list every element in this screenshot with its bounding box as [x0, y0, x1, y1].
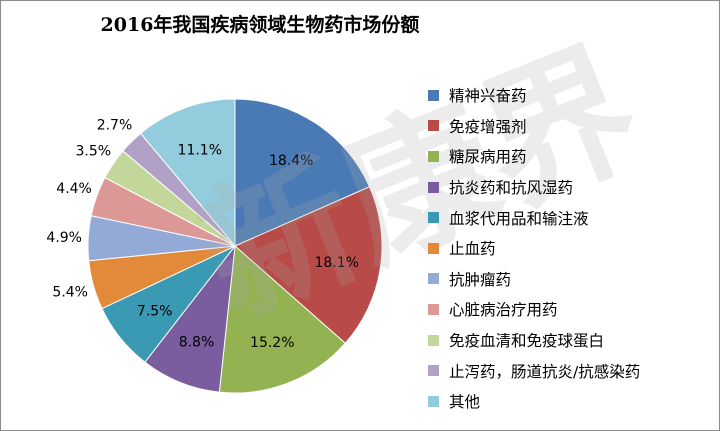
data-label: 3.5%: [76, 143, 112, 159]
legend-item: 免疫增强剂: [428, 111, 640, 142]
legend-label: 抗肿瘤药: [449, 270, 512, 289]
pie-slice: [218, 244, 346, 394]
legend-item: 止血药: [428, 233, 640, 264]
legend-label: 心脏病治疗用药: [449, 301, 558, 320]
legend-label: 其他: [449, 393, 481, 412]
legend-label: 抗炎药和抗风湿药: [449, 179, 574, 198]
data-label: 4.9%: [46, 230, 82, 246]
legend-swatch: [428, 303, 439, 315]
pie-slice: [234, 98, 371, 247]
legend-item: 精神兴奋药: [428, 80, 640, 111]
legend-item: 抗肿瘤药: [428, 264, 640, 295]
legend-label: 免疫增强剂: [449, 117, 527, 136]
legend-label: 血浆代用品和输注液: [449, 209, 589, 228]
pie-slice: [144, 244, 236, 393]
legend-swatch: [428, 395, 439, 407]
legend-label: 止泻药，肠道抗炎/抗感染药: [449, 362, 641, 381]
pie-slice: [139, 98, 236, 248]
legend-swatch: [428, 365, 439, 377]
chart-legend: 精神兴奋药免疫增强剂糖尿病用药抗炎药和抗风湿药 血浆代用品和输注液 止血药抗肿瘤药心…: [428, 80, 640, 417]
legend-item: 血浆代用品和输注液: [428, 202, 640, 233]
legend-swatch: [428, 181, 439, 193]
data-label: 18.1%: [314, 255, 358, 271]
legend-item: 心脏病治疗用药: [428, 294, 640, 325]
legend-label: 精神兴奋药: [449, 87, 527, 106]
chart-title: 2016年我国疾病领域生物药市场份额: [100, 14, 420, 36]
data-label: 15.2%: [250, 335, 294, 351]
legend-swatch: [428, 334, 439, 346]
legend-swatch: [428, 212, 439, 224]
legend-swatch: [428, 89, 439, 101]
data-label: 8.8%: [179, 334, 215, 350]
legend-swatch: [428, 150, 439, 162]
legend-label: 止血药: [449, 240, 496, 259]
legend-item: 其他: [428, 386, 640, 417]
legend-item: 止泻药，肠道抗炎/抗感染药: [428, 355, 640, 386]
pie-slice: [234, 186, 383, 344]
legend-label: 免疫血清和免疫球蛋白: [449, 332, 605, 351]
legend-item: 糖尿病用药: [428, 141, 640, 172]
legend-swatch: [428, 242, 439, 254]
data-label: 18.4%: [269, 153, 313, 169]
data-label: 11.1%: [178, 142, 222, 158]
legend-swatch: [428, 120, 439, 132]
data-label: 7.5%: [137, 303, 173, 319]
data-label: 2.7%: [97, 118, 133, 134]
legend-label: 糖尿病用药: [449, 148, 527, 167]
legend-item: 免疫血清和免疫球蛋白: [428, 325, 640, 356]
legend-swatch: [428, 273, 439, 285]
data-label: 4.4%: [56, 181, 92, 197]
data-label: 5.4%: [52, 285, 88, 301]
legend-item: 抗炎药和抗风湿药: [428, 172, 640, 203]
